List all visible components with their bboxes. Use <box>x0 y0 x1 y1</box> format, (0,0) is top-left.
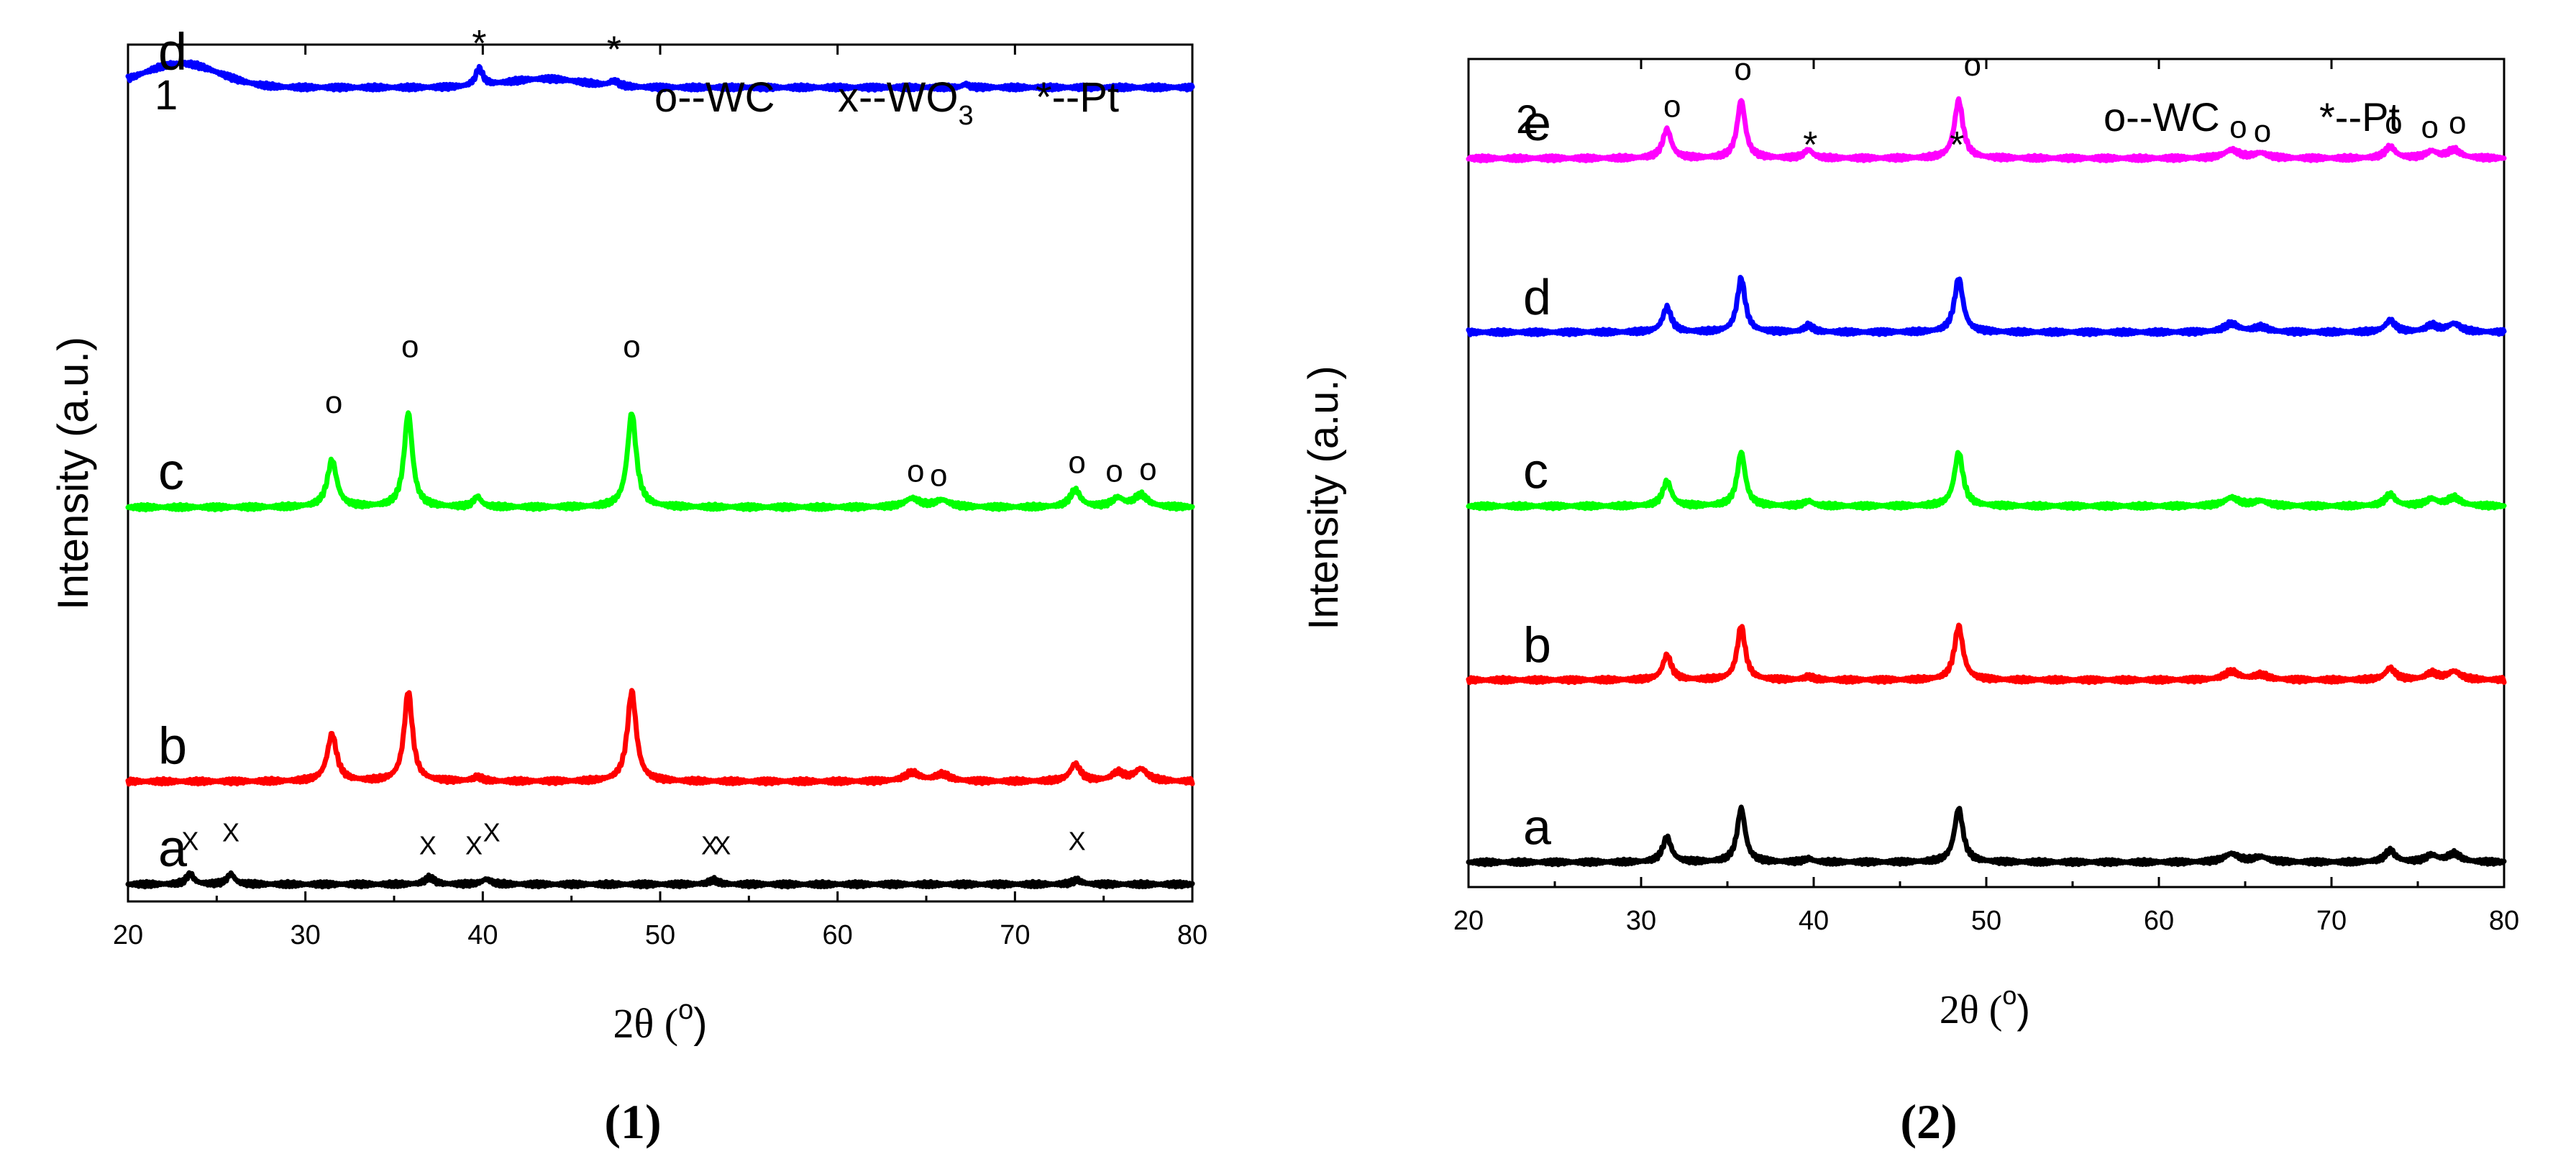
peak-markers-2: oo* *oo o o o o <box>1663 47 2466 166</box>
y-axis-label-2: Intensity (a.u.) <box>1300 365 1347 630</box>
wc-peak-marker: o <box>1105 453 1123 488</box>
wo3-peak-marker: X <box>1069 827 1086 856</box>
series-label-b: b <box>1523 617 1551 673</box>
x-tick-label: 80 <box>2489 906 2519 936</box>
series-line-a <box>1466 804 2507 868</box>
series-group-1: ab c d <box>125 24 1195 890</box>
x-tick-label: 70 <box>2316 906 2347 936</box>
x-axis-ticks-2: 20 30 40 50 60 70 80 <box>1453 59 2519 936</box>
wc-peak-marker: o <box>2421 109 2439 145</box>
wc-peak-marker: o <box>1139 452 1156 487</box>
x-tick-label: 60 <box>2144 906 2174 936</box>
wc-peak-marker: o <box>2254 114 2271 149</box>
legend-2: o--WC *--Pt <box>2104 94 2400 140</box>
pt-peak-marker: * <box>1803 124 1817 166</box>
x-axis-label-close-2: ) <box>2017 986 2030 1032</box>
wo3-peak-marker: X <box>483 818 501 847</box>
caption-2: (2) <box>1900 1094 1957 1149</box>
series-label-a: a <box>158 820 188 878</box>
x-axis-label-1: 2θ (o) <box>613 995 707 1047</box>
panel-label-1: 1 <box>155 72 178 119</box>
pt-peak-marker: * <box>1950 124 1964 166</box>
wo3-peak-marker: X <box>701 830 718 860</box>
wc-peak-marker: o <box>930 458 947 493</box>
legend-entry: o--WC <box>2104 94 2220 140</box>
series-label-c: c <box>1523 443 1548 499</box>
legend-1: o--WC x--WO3 *--Pt <box>654 74 1119 131</box>
series-line-b <box>1466 622 2507 686</box>
caption-1: (1) <box>604 1094 661 1149</box>
x-tick-label: 30 <box>1626 906 1656 936</box>
series-label-d: d <box>1523 269 1551 325</box>
pt-peak-marker: * <box>607 29 621 71</box>
wc-peak-marker: o <box>2229 109 2247 145</box>
legend-entry: *--Pt <box>2319 94 2400 140</box>
wo3-peak-marker: X <box>181 827 198 856</box>
x-tick-label: 20 <box>113 920 143 950</box>
series-line-d <box>125 59 1195 93</box>
series-line-c <box>1466 450 2507 512</box>
x-tick-label: 70 <box>1000 920 1030 950</box>
x-axis-label-unit-1: o <box>678 995 693 1025</box>
series-label-d: d <box>158 24 187 81</box>
series-label-c: c <box>158 443 184 501</box>
plot-frame-2 <box>1467 58 2506 888</box>
series-line-c <box>125 410 1195 513</box>
series-line-e <box>1466 96 2507 164</box>
x-axis-label-text-1: 2θ ( <box>613 1000 678 1047</box>
legend-entry: x--WO3 <box>838 74 974 131</box>
wc-peak-marker: o <box>1964 47 1981 83</box>
legend-entry: o--WC <box>654 74 775 121</box>
wc-peak-marker: o <box>2449 106 2466 141</box>
pt-peak-marker: * <box>472 23 486 65</box>
wc-peak-marker: o <box>1068 445 1085 481</box>
series-label-e: e <box>1523 95 1551 151</box>
wc-peak-marker: o <box>1663 89 1681 124</box>
x-axis-label-unit-2: o <box>2002 981 2017 1010</box>
x-axis-label-close-1: ) <box>693 1000 707 1047</box>
x-axis-ticks-1: 20 30 40 50 60 70 80 <box>113 45 1207 950</box>
series-line-a <box>125 870 1195 890</box>
series-line-d <box>1466 275 2507 337</box>
x-axis-label-text-2: 2θ ( <box>1940 988 2002 1032</box>
wc-peak-marker: o <box>2385 106 2402 141</box>
wc-peak-marker: o <box>401 329 419 365</box>
wc-peak-marker: o <box>623 329 640 365</box>
plot-frame-1 <box>127 43 1194 903</box>
series-group-2: a b c d e <box>1466 95 2507 868</box>
x-tick-label: 20 <box>1453 906 1484 936</box>
series-label-b: b <box>158 717 187 775</box>
peak-markers-1: X X X X X XX Xoo oo o o o o* * <box>181 23 1156 860</box>
panel-label-2: 2 <box>1516 96 1538 142</box>
x-tick-label: 40 <box>467 920 498 950</box>
legend-entry: *--Pt <box>1036 74 1119 121</box>
x-tick-label: 80 <box>1177 920 1207 950</box>
x-tick-label: 40 <box>1799 906 1829 936</box>
wo3-peak-marker: X <box>465 830 483 860</box>
wo3-peak-marker: X <box>419 830 437 860</box>
series-line-b <box>125 688 1195 787</box>
wc-peak-marker: o <box>1734 52 1751 87</box>
wo3-peak-marker: X <box>222 818 239 847</box>
x-tick-label: 50 <box>645 920 675 950</box>
y-axis-label-1: Intensity (a.u.) <box>49 337 97 610</box>
wc-peak-marker: o <box>907 453 924 488</box>
x-axis-label-2: 2θ (o) <box>1940 981 2030 1032</box>
series-label-a: a <box>1523 799 1551 855</box>
wc-peak-marker: o <box>325 385 342 420</box>
x-tick-label: 30 <box>291 920 321 950</box>
x-tick-label: 60 <box>823 920 853 950</box>
x-tick-label: 50 <box>1971 906 2001 936</box>
wo3-peak-marker: X <box>713 830 731 860</box>
